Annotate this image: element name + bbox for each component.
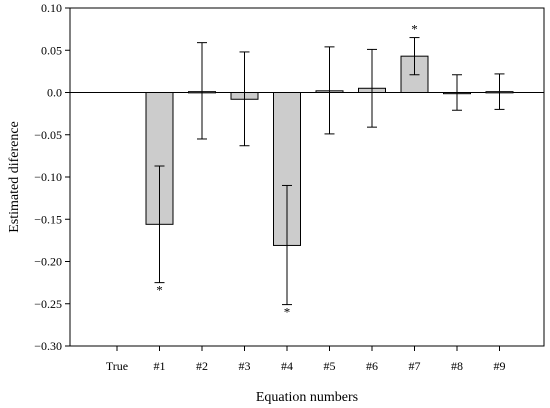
plot-frame: [69, 7, 545, 347]
y-tick-label: −0.30: [34, 339, 62, 353]
error-bars: [154, 37, 505, 306]
y-axis: 0.10 0.05 0.0 −0.05 −0.10 −0.15 −0.20 −0.25 −0.3…: [34, 1, 70, 353]
significance-markers: * * *: [156, 22, 418, 320]
y-tick-label: 0.05: [41, 43, 62, 57]
x-tick-label: #7: [409, 359, 421, 373]
y-tick-label: 0.10: [41, 1, 62, 15]
x-tick-label: #9: [494, 359, 506, 373]
x-axis-title: Equation numbers: [256, 390, 358, 405]
x-tick-label: True: [106, 359, 128, 373]
y-tick-label: −0.10: [34, 170, 62, 184]
x-tick-label: #4: [281, 359, 293, 373]
significance-star: *: [284, 305, 291, 320]
y-tick-label: −0.25: [34, 297, 62, 311]
x-tick-label: #8: [451, 359, 463, 373]
x-tick-label: #3: [239, 359, 251, 373]
y-axis-title: Estimated diference: [7, 121, 22, 233]
y-tick-label: −0.05: [34, 128, 62, 142]
y-tick-label: −0.20: [34, 255, 62, 269]
y-tick-label: 0.0: [47, 86, 62, 100]
x-tick-label: #2: [196, 359, 208, 373]
significance-star: *: [156, 283, 163, 298]
significance-star: *: [411, 22, 418, 37]
x-axis: True #1 #2 #3 #4 #5 #6 #7 #8 #9: [106, 346, 506, 373]
y-tick-label: −0.15: [34, 212, 62, 226]
x-tick-label: #1: [154, 359, 166, 373]
x-tick-label: #6: [366, 359, 378, 373]
x-tick-label: #5: [324, 359, 336, 373]
bars: [145, 55, 514, 246]
